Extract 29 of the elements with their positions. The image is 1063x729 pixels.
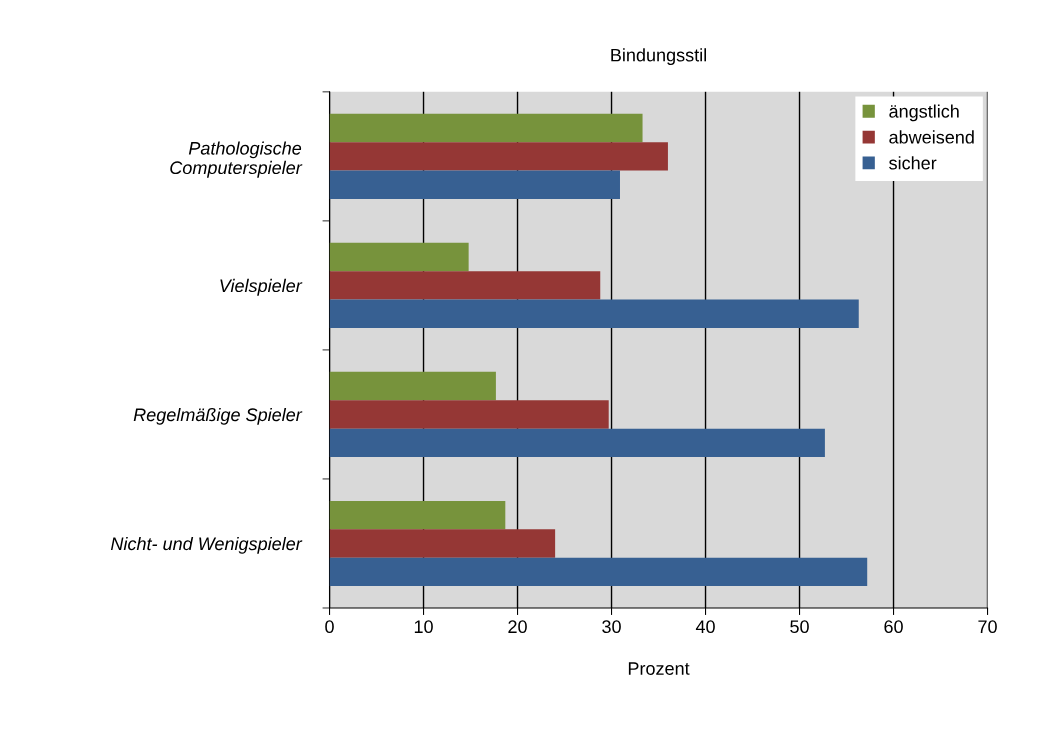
- x-axis-title: Prozent: [628, 662, 690, 675]
- bar: [329, 500, 506, 530]
- x-tick-label: 60: [884, 620, 903, 634]
- bar: [329, 371, 496, 401]
- x-tick-label: 50: [790, 620, 809, 634]
- bar: [329, 400, 609, 429]
- x-tick-label: 40: [695, 620, 715, 634]
- y-tick-label: Pathologische Computerspieler: [170, 141, 303, 178]
- x-tick-label: 70: [978, 620, 997, 634]
- bar: [329, 557, 868, 587]
- bar: [329, 113, 643, 143]
- bar: [329, 299, 859, 328]
- bar: [329, 529, 556, 558]
- bar: [329, 271, 601, 300]
- y-tick-label: Regelmäßige Spieler: [133, 407, 303, 425]
- bar: [329, 242, 469, 272]
- legend-label: sicher: [889, 156, 937, 170]
- legend-label: abweisend: [889, 130, 974, 144]
- legend-label: ängstlich: [889, 104, 959, 122]
- x-tick-label: 10: [414, 620, 433, 634]
- y-tick-label: Vielspieler: [220, 278, 303, 296]
- y-tick-label: Nicht- und Wenigspieler: [110, 536, 303, 554]
- chart-title: Bindungsstil: [611, 48, 706, 66]
- bar: [329, 428, 825, 458]
- x-tick-label: 30: [602, 620, 621, 634]
- bar: [329, 170, 620, 199]
- x-tick-label: 0: [325, 620, 334, 634]
- x-tick-label: 20: [508, 620, 527, 634]
- bar: [329, 142, 668, 171]
